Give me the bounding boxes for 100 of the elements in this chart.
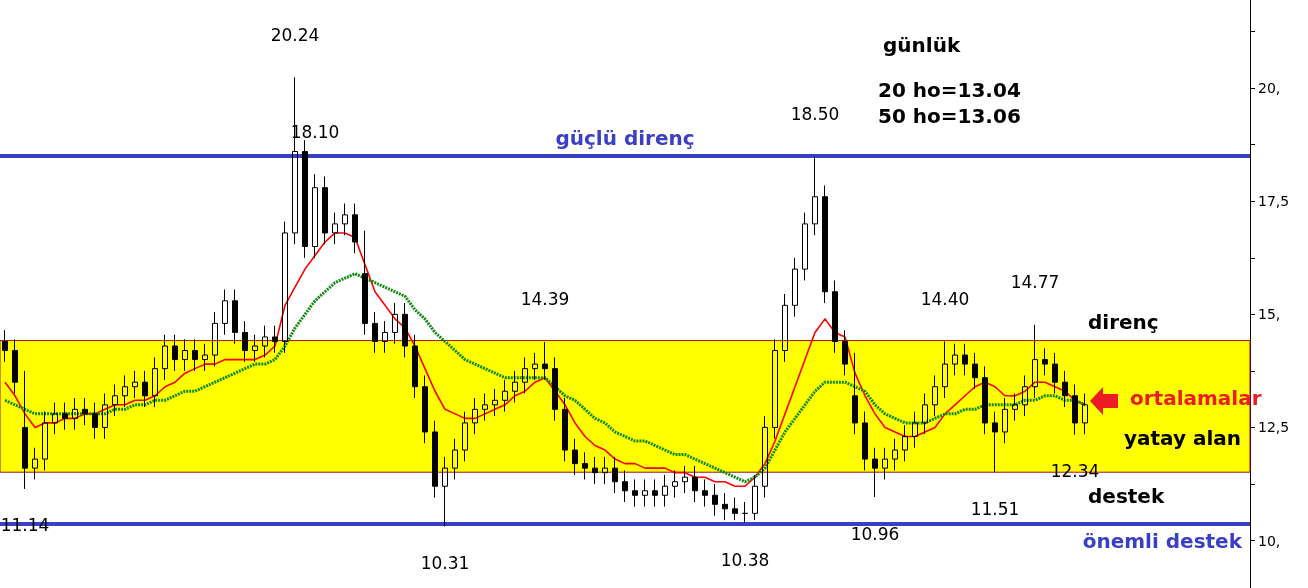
candlestick — [1022, 374, 1028, 417]
candlestick — [732, 497, 738, 521]
candlestick — [22, 370, 28, 490]
candlestick — [822, 184, 828, 304]
candlestick — [182, 338, 188, 372]
candlestick — [1062, 370, 1068, 408]
candlestick — [222, 288, 228, 336]
candlestick — [942, 340, 948, 399]
annotation: 10.38 — [720, 549, 770, 570]
candlestick — [312, 173, 318, 259]
candlestick — [402, 302, 408, 358]
text: günlük — [883, 33, 961, 57]
candlestick — [642, 478, 648, 508]
candlestick — [1002, 397, 1008, 444]
candlestick — [462, 411, 468, 462]
candlestick — [552, 356, 558, 422]
y-tick-label: 15, — [1258, 306, 1281, 323]
candlestick — [762, 415, 768, 499]
candlestick — [712, 483, 718, 517]
candlestick — [272, 325, 278, 354]
candlestick — [562, 397, 568, 462]
candlestick — [132, 370, 138, 399]
candlestick — [372, 311, 378, 354]
candlestick — [322, 175, 328, 245]
candlestick — [252, 334, 258, 363]
candlestick — [592, 456, 598, 485]
annotation: 20 ho=13.04 — [878, 78, 1021, 102]
candlestick — [72, 397, 78, 431]
candlestick — [212, 311, 218, 367]
candlestick — [522, 356, 528, 395]
annotation: yatay alan — [1124, 426, 1242, 450]
candlestick — [702, 478, 708, 508]
candlestick — [32, 447, 38, 480]
candlestick — [862, 411, 868, 471]
candlestick — [412, 334, 418, 399]
candlestick — [892, 438, 898, 471]
candlestick — [812, 155, 818, 236]
candlestick — [572, 438, 578, 476]
candlestick — [502, 379, 508, 413]
annotation: destek — [1088, 484, 1165, 508]
candlestick — [722, 492, 728, 521]
candlestick — [262, 325, 268, 358]
y-tick-label: 17,5 — [1258, 193, 1290, 210]
candlestick — [442, 456, 448, 527]
candlestick — [982, 365, 988, 435]
candlestick — [612, 456, 618, 494]
candlestick — [952, 343, 958, 376]
candlestick — [692, 465, 698, 503]
y-tick-label: 10, — [1258, 532, 1281, 549]
candlestick — [62, 402, 68, 431]
candlestick — [932, 374, 938, 417]
candlestick — [342, 203, 348, 236]
candlestick — [1012, 393, 1018, 422]
candlestick — [602, 456, 608, 485]
candlestick — [392, 302, 398, 345]
candlestick — [152, 356, 158, 408]
candlestick — [82, 397, 88, 426]
candlestick — [192, 338, 198, 372]
y-tick-label: 12,5 — [1258, 419, 1290, 436]
candlestick — [1052, 352, 1058, 395]
annotation: 18.50 — [790, 103, 840, 124]
candlestick — [972, 352, 978, 390]
candlestick — [752, 474, 758, 521]
candlestick — [872, 447, 878, 498]
candlestick — [512, 370, 518, 404]
candlestick — [662, 474, 668, 508]
candlestick — [472, 397, 478, 435]
candlestick — [742, 501, 748, 524]
candlestick — [242, 320, 248, 363]
candlestick — [362, 230, 368, 336]
candlestick — [622, 469, 628, 503]
candlestick — [582, 451, 588, 480]
annotation: 50 ho=13.06 — [878, 104, 1021, 128]
candlestick — [142, 370, 148, 408]
candlestick — [432, 420, 438, 499]
candlestick — [382, 320, 388, 354]
candlestick — [302, 139, 308, 259]
candlestick — [92, 402, 98, 440]
candlestick — [912, 411, 918, 449]
annotation: 20.24 — [270, 24, 320, 45]
candlestick — [162, 334, 168, 381]
candlestick — [202, 343, 208, 372]
y-tick-label: 20, — [1258, 80, 1281, 97]
candlestick — [852, 352, 858, 435]
candlestick — [122, 374, 128, 408]
candlestick — [682, 465, 688, 494]
annotation: 10.31 — [420, 552, 470, 573]
annotation: 14.40 — [920, 288, 970, 309]
annotation: direnç — [1088, 310, 1159, 334]
candlestick — [492, 388, 498, 417]
candlestick — [962, 343, 968, 376]
candlestick — [232, 288, 238, 345]
candlestick — [802, 212, 808, 281]
candlestick — [772, 338, 778, 440]
candlestick — [1072, 383, 1078, 436]
candlestick — [842, 329, 848, 376]
candlestick — [672, 469, 678, 499]
annotation: 11.51 — [970, 498, 1020, 519]
candlestick — [332, 212, 338, 245]
candlestick — [902, 424, 908, 462]
